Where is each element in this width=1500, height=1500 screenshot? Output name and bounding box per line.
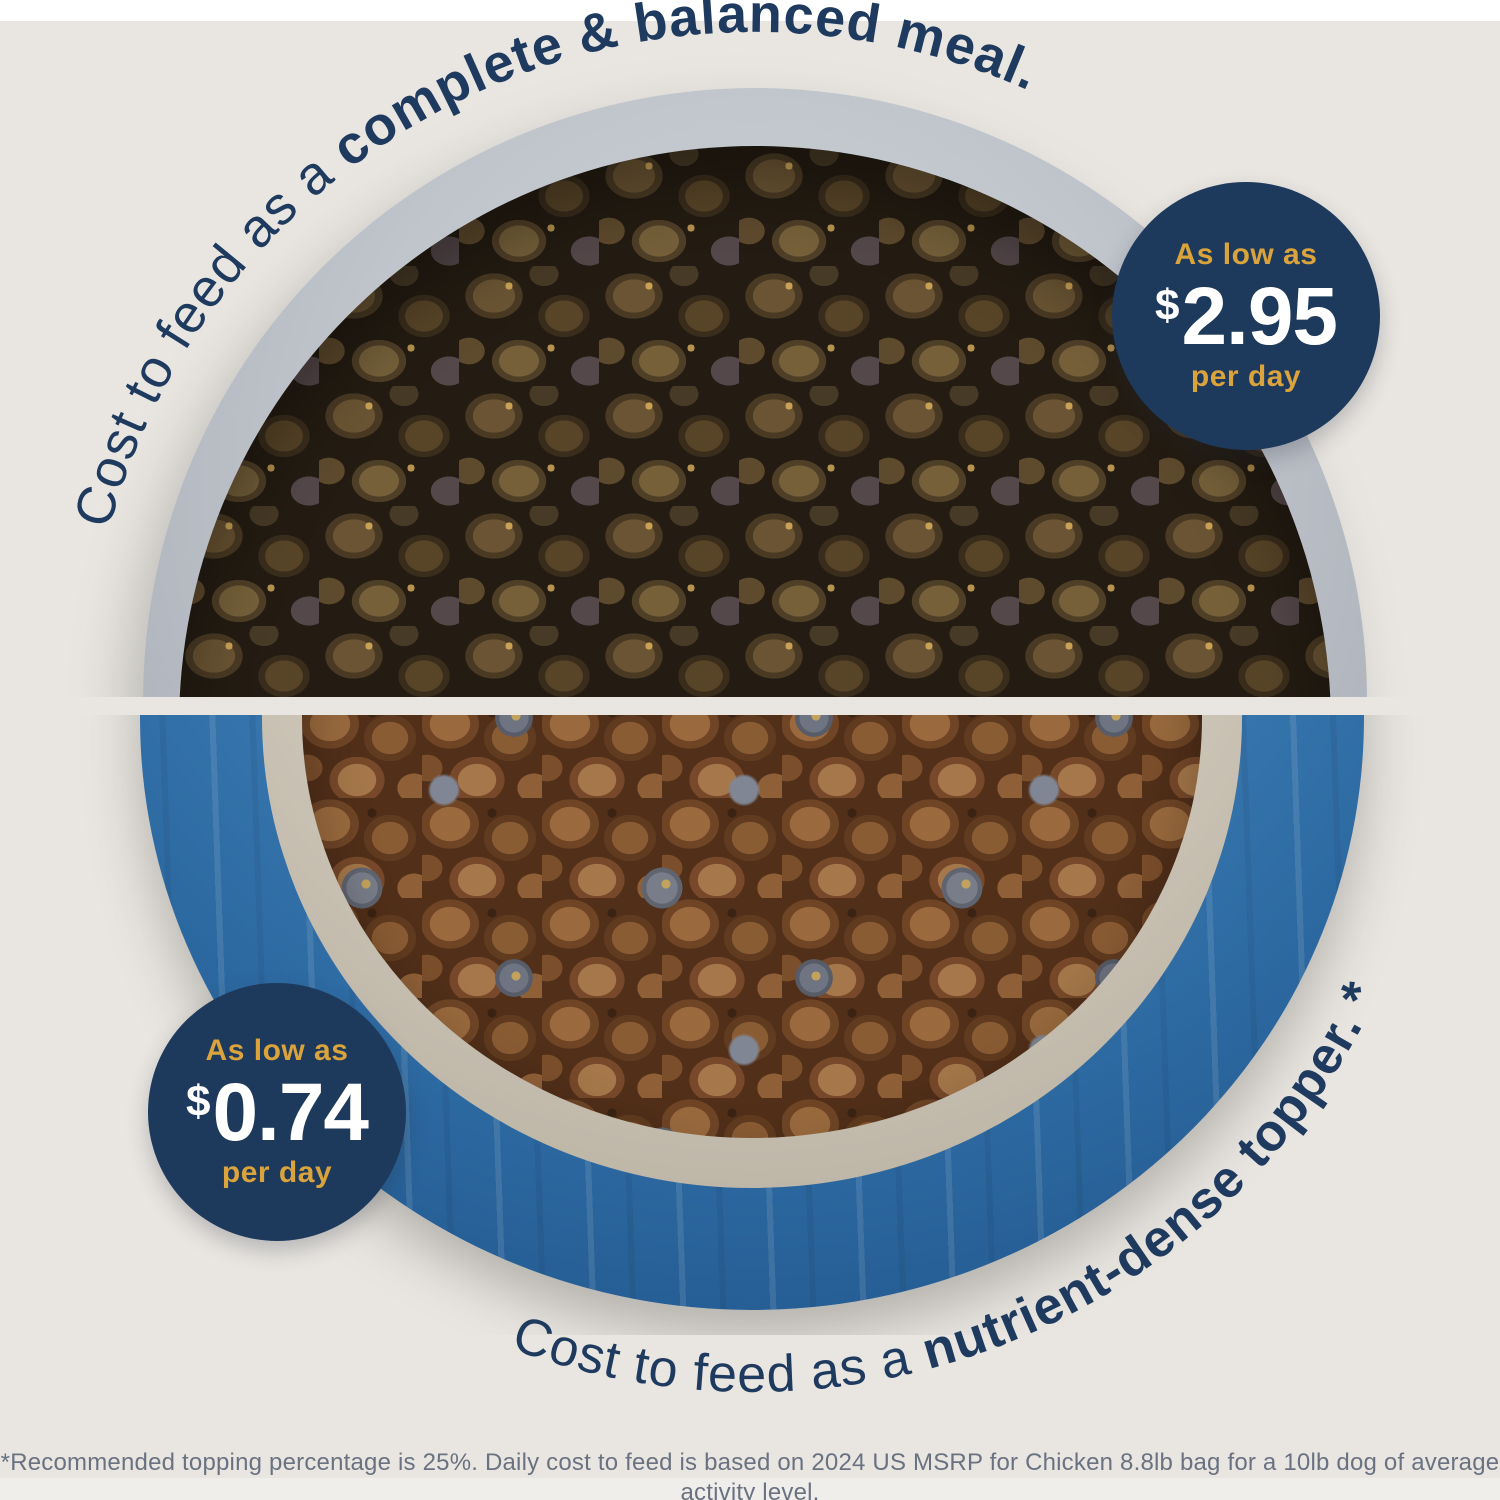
price-badge-complete-meal: As low as $2.95 per day: [1112, 182, 1380, 450]
badge-price: $0.74: [185, 1067, 369, 1159]
currency-symbol: $: [185, 1077, 211, 1127]
badge-price: $2.95: [1154, 271, 1338, 363]
price-badge-topper: As low as $0.74 per day: [148, 983, 406, 1241]
price-amount: 0.74: [212, 1067, 369, 1159]
disclaimer-text: *Recommended topping percentage is 25%. …: [0, 1449, 1500, 1500]
price-amount: 2.95: [1181, 271, 1338, 363]
badge-eyebrow: As low as: [205, 1034, 349, 1068]
badge-eyebrow: As low as: [1174, 238, 1318, 272]
currency-symbol: $: [1154, 281, 1180, 331]
bottom-light-strip: [0, 1478, 1500, 1500]
badge-suffix: per day: [1190, 359, 1302, 393]
badge-suffix: per day: [221, 1155, 333, 1189]
top-white-strip: [0, 0, 1500, 21]
